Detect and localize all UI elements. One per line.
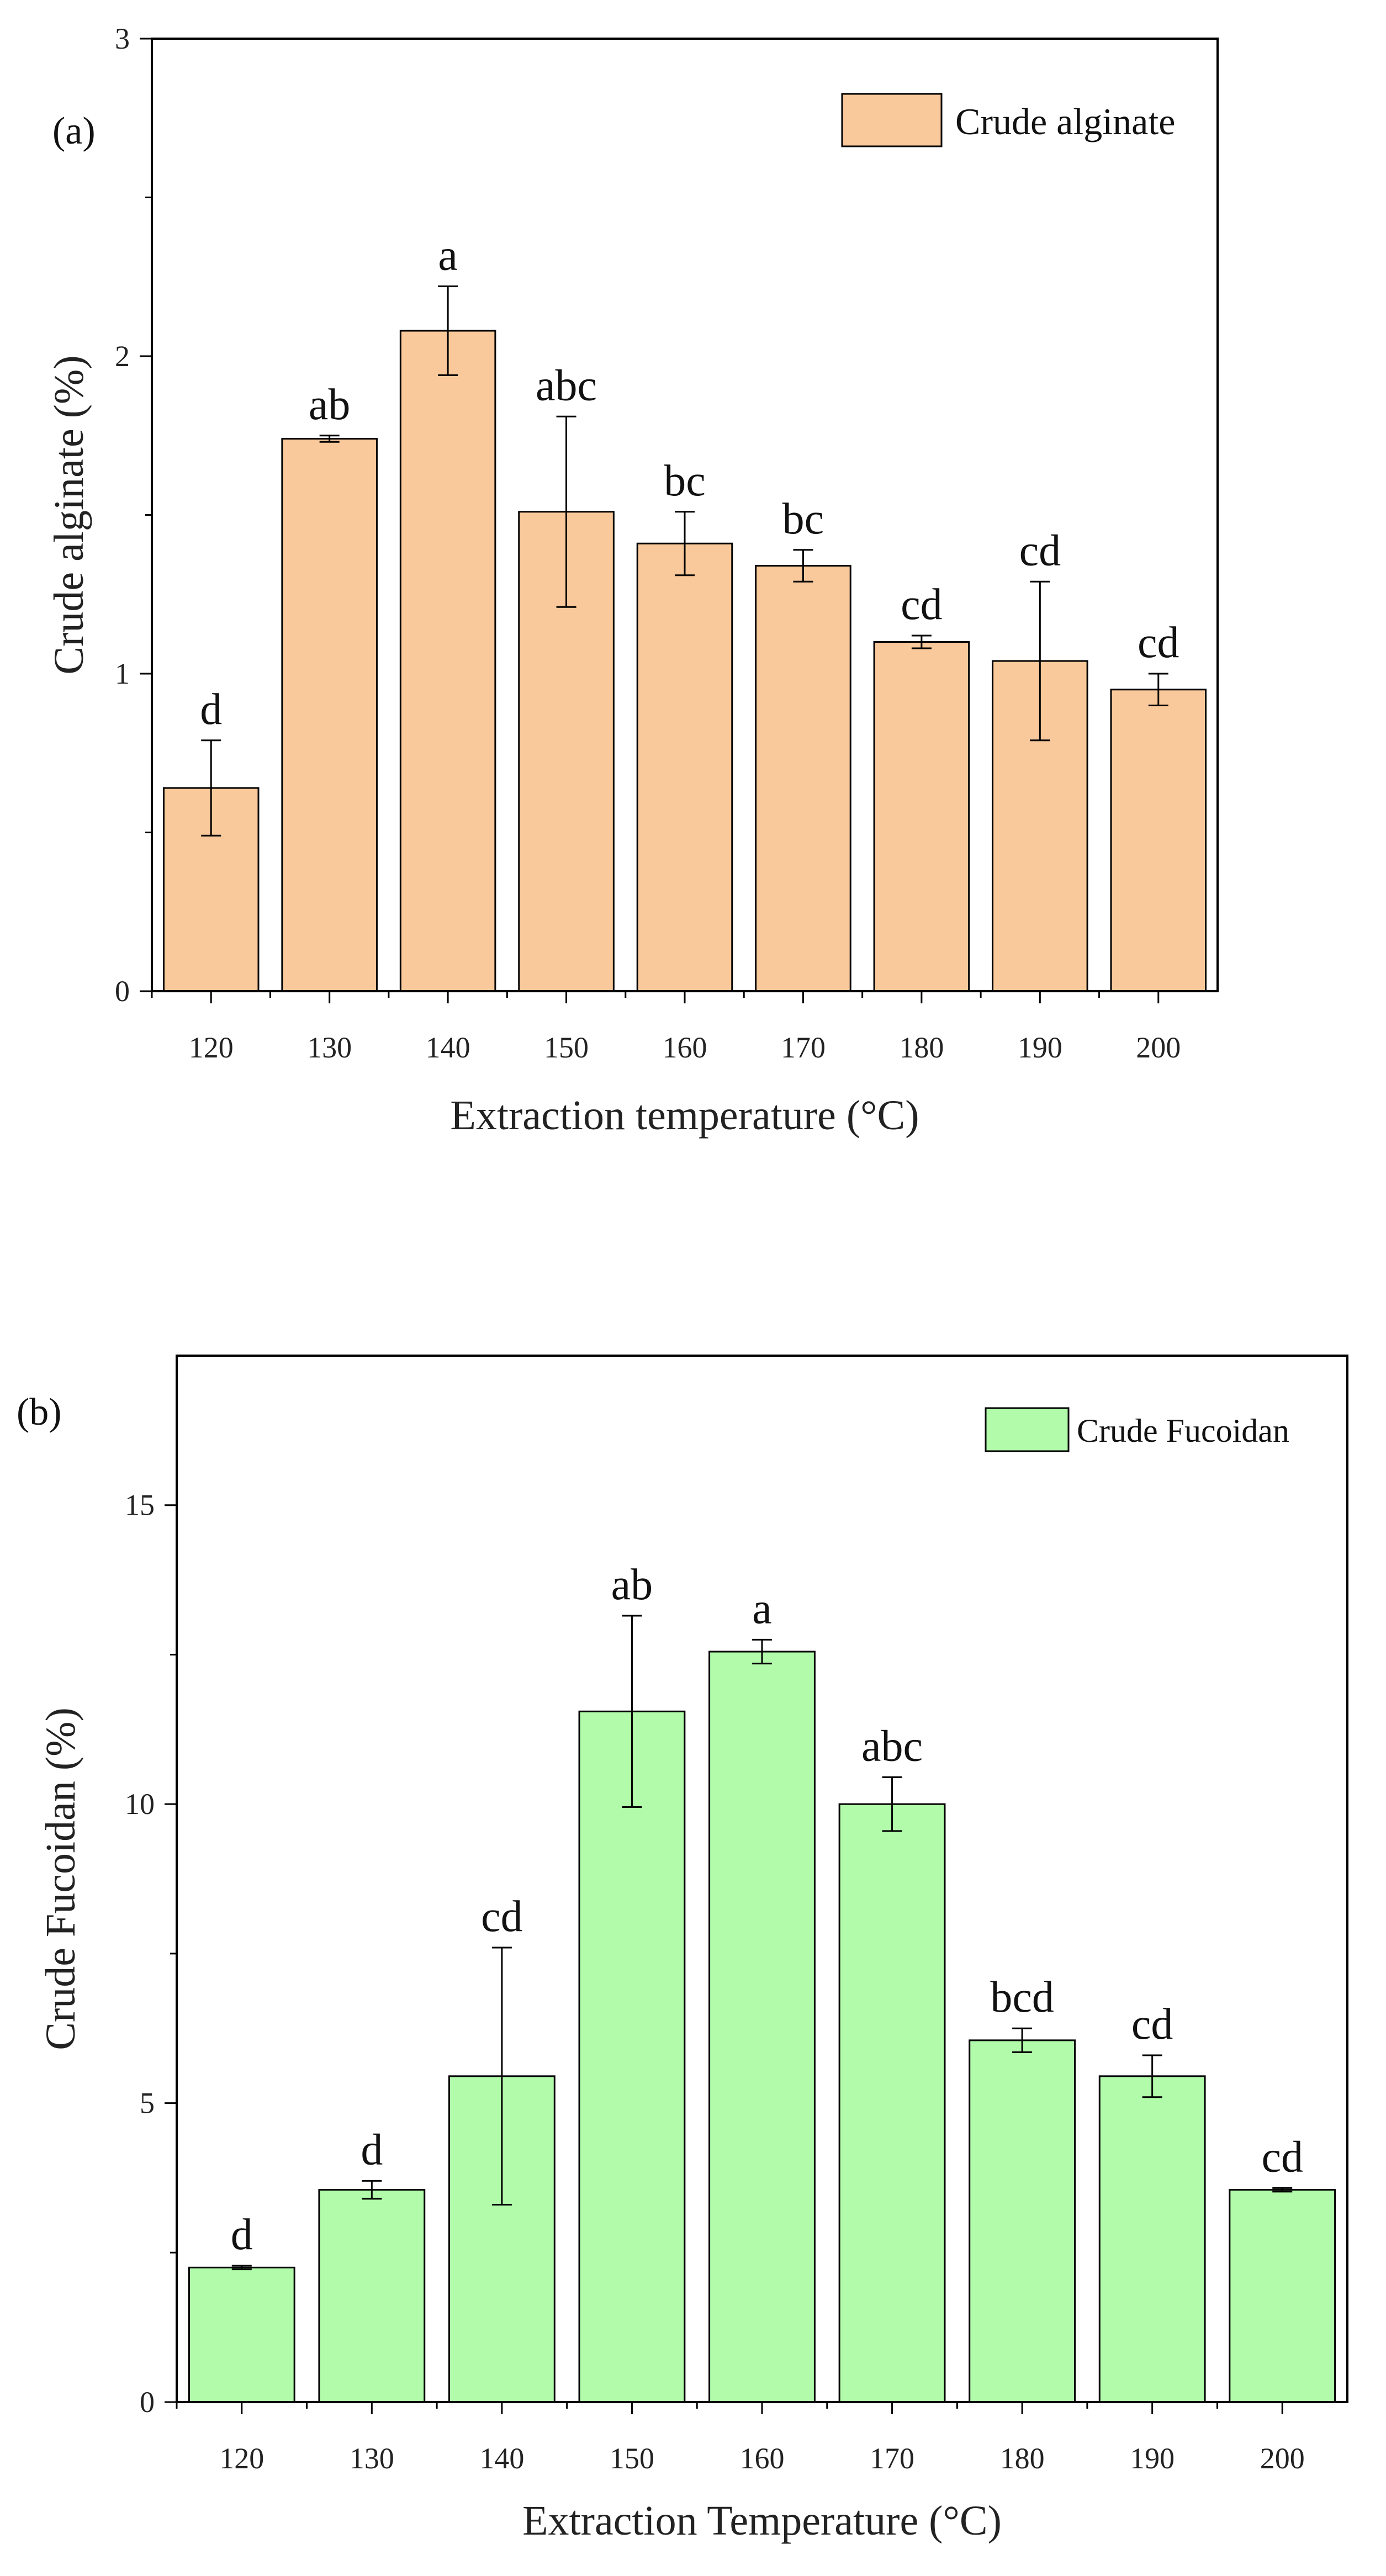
error-bar-190 [1142, 2054, 1162, 2098]
x-tick-label-130: 130 [350, 2442, 394, 2475]
legend-swatch [841, 93, 943, 147]
x-tick-label-170: 170 [781, 1031, 826, 1064]
error-bar-200 [1272, 2187, 1293, 2193]
x-tick-label-170: 170 [870, 2442, 914, 2475]
y-tick-label-10: 10 [125, 1787, 155, 1821]
x-tick-label-150: 150 [544, 1031, 589, 1064]
x-axis-title: Extraction Temperature (°C) [522, 2498, 1002, 2544]
y-tick-label-2: 2 [115, 340, 130, 373]
bar-150 [578, 1710, 686, 2403]
bar-120 [188, 2266, 295, 2403]
x-tick-label-160: 160 [740, 2442, 785, 2475]
error-bar-160 [675, 511, 695, 576]
y-axis-title: Crude Fucoidan (%) [38, 1707, 84, 2050]
x-tick-label-180: 180 [899, 1031, 944, 1064]
bar-130 [281, 438, 378, 992]
significance-label-170: abc [861, 1722, 923, 1770]
y-tick-label-1: 1 [115, 657, 130, 690]
error-bar-180 [1012, 2027, 1033, 2054]
significance-label-190: cd [1131, 2000, 1173, 2049]
y-tick-label-15: 15 [125, 1489, 155, 1522]
significance-label-120: d [200, 685, 222, 734]
error-bar-190 [1030, 580, 1050, 742]
bar-160 [708, 1651, 816, 2403]
error-bar-140 [491, 1946, 512, 2206]
error-bar-130 [319, 435, 340, 443]
x-tick-label-160: 160 [663, 1031, 707, 1064]
bar-200 [1229, 2189, 1336, 2403]
bar-170 [838, 1803, 946, 2403]
error-bar-120 [201, 739, 221, 837]
error-bar-160 [752, 1638, 772, 1665]
y-axis-title: Crude alginate (%) [46, 355, 92, 674]
significance-label-170: bc [782, 495, 824, 543]
x-tick-label-130: 130 [307, 1031, 352, 1064]
bar-170 [755, 565, 851, 992]
bar-160 [636, 542, 733, 992]
significance-label-160: a [752, 1584, 772, 1633]
significance-label-190: cd [1019, 526, 1061, 575]
x-tick-label-190: 190 [1130, 2442, 1175, 2475]
x-tick-label-120: 120 [189, 1031, 234, 1064]
bar-130 [318, 2189, 426, 2403]
x-tick-label-150: 150 [610, 2442, 654, 2475]
y-tick-label-3: 3 [115, 22, 130, 55]
x-tick-label-120: 120 [219, 2442, 264, 2475]
significance-label-130: d [361, 2125, 383, 2174]
x-tick-label-190: 190 [1018, 1031, 1062, 1064]
x-axis-title: Extraction temperature (°C) [450, 1092, 919, 1139]
significance-label-150: abc [536, 361, 597, 410]
significance-label-130: ab [309, 380, 351, 429]
y-tick-label-0: 0 [140, 2385, 155, 2419]
bar-200 [1110, 689, 1207, 992]
error-bar-150 [622, 1615, 642, 1808]
panel-label: (b) [17, 1391, 62, 1434]
error-bar-170 [793, 549, 813, 583]
legend-label: Crude alginate [955, 100, 1175, 142]
error-bar-130 [362, 2180, 382, 2200]
legend-label: Crude Fucoidan [1077, 1413, 1289, 1449]
y-tick-label-0: 0 [115, 975, 130, 1008]
significance-label-160: bc [664, 457, 706, 505]
significance-label-140: cd [481, 1892, 523, 1941]
bar-180 [873, 641, 970, 992]
significance-label-200: cd [1261, 2133, 1303, 2181]
significance-label-180: bcd [990, 1973, 1054, 2022]
legend-swatch [985, 1407, 1070, 1452]
bar-180 [969, 2039, 1076, 2403]
error-bar-120 [231, 2265, 252, 2271]
x-tick-label-140: 140 [479, 2442, 524, 2475]
x-tick-label-140: 140 [426, 1031, 470, 1064]
x-tick-label-180: 180 [1000, 2442, 1045, 2475]
panel-b: d d cd ab a abc bcd cd cd 0 5 10 15 120 130 140 150 160 17… [17, 1355, 1348, 2544]
error-bar-180 [911, 634, 932, 649]
panel-a: d ab a abc bc bc cd cd cd 0 1 2 3 120 130 140 150 160 170 1… [46, 22, 1219, 1139]
error-bar-200 [1148, 673, 1168, 706]
error-bar-170 [882, 1776, 902, 1832]
error-bar-150 [556, 415, 576, 608]
significance-label-140: a [438, 231, 458, 280]
significance-label-180: cd [901, 580, 943, 629]
panel-label: (a) [52, 110, 96, 152]
x-tick-label-200: 200 [1260, 2442, 1305, 2475]
significance-label-120: d [231, 2210, 253, 2259]
y-tick-label-5: 5 [140, 2087, 155, 2120]
bar-140 [399, 330, 496, 992]
x-tick-label-200: 200 [1136, 1031, 1181, 1064]
error-bar-140 [438, 285, 458, 376]
bar-190 [1098, 2075, 1206, 2403]
significance-label-200: cd [1138, 618, 1179, 667]
significance-label-150: ab [611, 1561, 653, 1609]
